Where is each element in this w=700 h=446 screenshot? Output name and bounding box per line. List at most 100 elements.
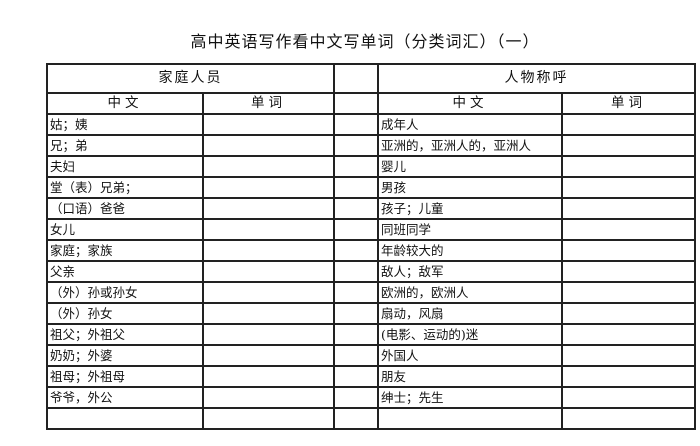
left-chinese-cell: 家庭；家族	[46, 239, 204, 262]
left-chinese-cell: （口语）爸爸	[46, 197, 204, 220]
page-title: 高中英语写作看中文写单词（分类词汇）（一）	[190, 32, 540, 51]
left-word-cell[interactable]	[202, 323, 335, 346]
left-chinese-cell: 父亲	[46, 260, 204, 283]
right-chinese-cell: 敌人；敌军	[377, 260, 563, 283]
spacer-cell	[333, 239, 379, 262]
table-row: （口语）爸爸 孩子；儿童	[46, 197, 696, 220]
table-row: 夫妇 婴儿	[46, 155, 696, 178]
right-word-cell[interactable]	[561, 218, 696, 241]
right-word-cell[interactable]	[561, 302, 696, 325]
right-word-cell[interactable]	[561, 239, 696, 262]
right-chinese-cell: 同班同学	[377, 218, 563, 241]
vocabulary-table: 家庭人员 人物称呼 中文 单词 中文 单词 姑；姨 成年人 兄；弟 亚洲的，亚洲人的…	[46, 63, 696, 430]
table-row: 堂（表）兄弟； 男孩	[46, 176, 696, 199]
left-word-cell[interactable]	[202, 302, 335, 325]
table-row: 兄；弟 亚洲的，亚洲人的，亚洲人	[46, 134, 696, 157]
left-col-word-header: 单词	[202, 92, 335, 115]
table-row	[46, 407, 696, 430]
left-chinese-cell: 堂（表）兄弟；	[46, 176, 204, 199]
left-word-cell[interactable]	[202, 113, 335, 136]
right-word-cell[interactable]	[561, 344, 696, 367]
table-row: （外）孙女 扇动，风扇	[46, 302, 696, 325]
right-word-cell[interactable]	[561, 323, 696, 346]
left-word-cell[interactable]	[202, 365, 335, 388]
left-word-cell[interactable]	[202, 386, 335, 409]
left-word-cell[interactable]	[202, 344, 335, 367]
left-word-cell[interactable]	[202, 239, 335, 262]
right-chinese-cell: 绅士；先生	[377, 386, 563, 409]
left-word-cell[interactable]	[202, 260, 335, 283]
spacer-cell	[333, 197, 379, 220]
spacer-cell	[333, 386, 379, 409]
left-chinese-cell: 奶奶；外婆	[46, 344, 204, 367]
right-chinese-cell: 欧洲的，欧洲人	[377, 281, 563, 304]
left-chinese-cell: （外）孙或孙女	[46, 281, 204, 304]
spacer-cell	[333, 63, 379, 94]
left-word-cell[interactable]	[202, 281, 335, 304]
right-chinese-cell: 成年人	[377, 113, 563, 136]
left-chinese-cell: （外）孙女	[46, 302, 204, 325]
right-chinese-cell: 年龄较大的	[377, 239, 563, 262]
right-chinese-cell: 扇动，风扇	[377, 302, 563, 325]
left-word-cell[interactable]	[202, 176, 335, 199]
table-row: 爷爷，外公 绅士；先生	[46, 386, 696, 409]
right-word-cell[interactable]	[561, 260, 696, 283]
left-chinese-cell: 女儿	[46, 218, 204, 241]
spacer-cell	[333, 323, 379, 346]
spacer-cell	[333, 155, 379, 178]
table-row: 父亲 敌人；敌军	[46, 260, 696, 283]
right-word-cell[interactable]	[561, 197, 696, 220]
left-chinese-cell: 祖母；外祖母	[46, 365, 204, 388]
right-word-cell[interactable]	[561, 113, 696, 136]
table-row: 女儿 同班同学	[46, 218, 696, 241]
right-chinese-cell: 亚洲的，亚洲人的，亚洲人	[377, 134, 563, 157]
spacer-cell	[333, 113, 379, 136]
right-col-chinese-header: 中文	[377, 92, 563, 115]
empty-cell	[561, 407, 696, 430]
spacer-cell	[333, 92, 379, 115]
left-word-cell[interactable]	[202, 134, 335, 157]
left-word-cell[interactable]	[202, 197, 335, 220]
spacer-cell	[333, 365, 379, 388]
left-col-chinese-header: 中文	[46, 92, 204, 115]
right-chinese-cell: 孩子；儿童	[377, 197, 563, 220]
right-chinese-cell: 外国人	[377, 344, 563, 367]
right-section-heading: 人物称呼	[377, 63, 696, 94]
spacer-cell	[333, 176, 379, 199]
spacer-cell	[333, 134, 379, 157]
left-chinese-cell: 祖父；外祖父	[46, 323, 204, 346]
spacer-cell	[333, 344, 379, 367]
right-word-cell[interactable]	[561, 134, 696, 157]
right-chinese-cell: 朋友	[377, 365, 563, 388]
right-col-word-header: 单词	[561, 92, 696, 115]
left-word-cell[interactable]	[202, 218, 335, 241]
left-chinese-cell: 姑；姨	[46, 113, 204, 136]
table-row: 祖父；外祖父 (电影、运动的)迷	[46, 323, 696, 346]
table-row: 家庭；家族 年龄较大的	[46, 239, 696, 262]
empty-cell	[202, 407, 335, 430]
right-chinese-cell: 男孩	[377, 176, 563, 199]
left-chinese-cell: 爷爷，外公	[46, 386, 204, 409]
left-word-cell[interactable]	[202, 155, 335, 178]
table-row: （外）孙或孙女 欧洲的，欧洲人	[46, 281, 696, 304]
spacer-cell	[333, 218, 379, 241]
left-chinese-cell: 夫妇	[46, 155, 204, 178]
right-word-cell[interactable]	[561, 155, 696, 178]
right-word-cell[interactable]	[561, 386, 696, 409]
spacer-cell	[333, 281, 379, 304]
right-chinese-cell: (电影、运动的)迷	[377, 323, 563, 346]
table-row: 奶奶；外婆 外国人	[46, 344, 696, 367]
spacer-cell	[333, 260, 379, 283]
table-row: 祖母；外祖母 朋友	[46, 365, 696, 388]
empty-cell	[377, 407, 563, 430]
table-row: 姑；姨 成年人	[46, 113, 696, 136]
right-word-cell[interactable]	[561, 365, 696, 388]
right-word-cell[interactable]	[561, 176, 696, 199]
spacer-cell	[333, 302, 379, 325]
left-chinese-cell: 兄；弟	[46, 134, 204, 157]
right-word-cell[interactable]	[561, 281, 696, 304]
right-chinese-cell: 婴儿	[377, 155, 563, 178]
empty-cell	[46, 407, 204, 430]
left-section-heading: 家庭人员	[46, 63, 335, 94]
empty-cell	[333, 407, 379, 430]
